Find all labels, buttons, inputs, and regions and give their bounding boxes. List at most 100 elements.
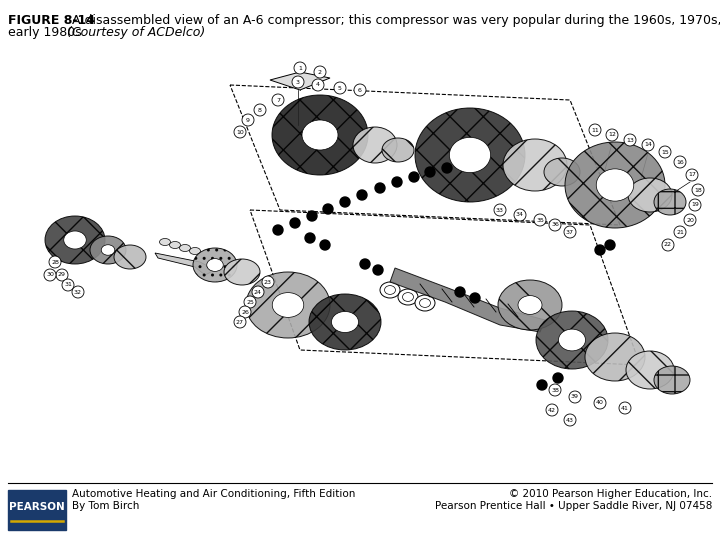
Text: 15: 15 <box>661 150 669 154</box>
Ellipse shape <box>246 272 330 338</box>
Ellipse shape <box>415 295 435 311</box>
Circle shape <box>392 177 402 187</box>
FancyBboxPatch shape <box>8 490 66 530</box>
Circle shape <box>262 276 274 288</box>
Text: 41: 41 <box>621 406 629 410</box>
Text: © 2010 Pearson Higher Education, Inc.: © 2010 Pearson Higher Education, Inc. <box>509 489 712 499</box>
Ellipse shape <box>449 137 490 173</box>
Circle shape <box>72 286 84 298</box>
Circle shape <box>594 397 606 409</box>
Ellipse shape <box>628 178 672 212</box>
Ellipse shape <box>189 247 200 254</box>
Ellipse shape <box>179 245 191 252</box>
Polygon shape <box>155 253 215 275</box>
Circle shape <box>320 240 330 250</box>
Text: 19: 19 <box>691 202 699 207</box>
Ellipse shape <box>169 241 181 248</box>
Text: FIGURE 8-14: FIGURE 8-14 <box>8 14 95 27</box>
Circle shape <box>242 114 254 126</box>
Ellipse shape <box>536 311 608 369</box>
Circle shape <box>689 199 701 211</box>
Circle shape <box>357 190 367 200</box>
Text: 13: 13 <box>626 138 634 143</box>
Text: 40: 40 <box>596 401 604 406</box>
Circle shape <box>442 163 452 173</box>
Text: 16: 16 <box>676 159 684 165</box>
Text: 17: 17 <box>688 172 696 178</box>
Text: 10: 10 <box>236 130 244 134</box>
Text: 14: 14 <box>644 143 652 147</box>
Circle shape <box>312 79 324 91</box>
Circle shape <box>425 167 435 177</box>
Text: 12: 12 <box>608 132 616 138</box>
Text: 28: 28 <box>51 260 59 265</box>
Ellipse shape <box>353 127 397 163</box>
Text: (Courtesy of ACDelco): (Courtesy of ACDelco) <box>67 26 205 39</box>
Circle shape <box>624 134 636 146</box>
Ellipse shape <box>565 142 665 228</box>
Text: 36: 36 <box>551 222 559 227</box>
Ellipse shape <box>585 333 645 381</box>
Text: 4: 4 <box>316 83 320 87</box>
Text: 29: 29 <box>58 273 66 278</box>
Circle shape <box>373 265 383 275</box>
Text: 43: 43 <box>566 417 574 422</box>
Text: 22: 22 <box>664 242 672 247</box>
Circle shape <box>674 226 686 238</box>
Text: 1: 1 <box>298 65 302 71</box>
Ellipse shape <box>518 295 542 314</box>
Text: 18: 18 <box>694 187 702 192</box>
Text: PEARSON: PEARSON <box>9 502 65 512</box>
Circle shape <box>549 384 561 396</box>
Text: 24: 24 <box>254 289 262 294</box>
Ellipse shape <box>309 294 381 350</box>
Circle shape <box>305 233 315 243</box>
Text: 7: 7 <box>276 98 280 103</box>
Ellipse shape <box>224 259 260 285</box>
Text: early 1980s.: early 1980s. <box>8 26 90 39</box>
Ellipse shape <box>331 312 359 333</box>
Circle shape <box>292 76 304 88</box>
Ellipse shape <box>45 216 105 264</box>
Ellipse shape <box>626 351 674 389</box>
Circle shape <box>534 214 546 226</box>
Text: 25: 25 <box>246 300 254 305</box>
Circle shape <box>49 256 61 268</box>
Circle shape <box>234 126 246 138</box>
Circle shape <box>595 245 605 255</box>
Ellipse shape <box>272 95 368 175</box>
Text: 23: 23 <box>264 280 272 285</box>
Circle shape <box>44 269 56 281</box>
Ellipse shape <box>193 248 237 282</box>
Ellipse shape <box>90 236 126 264</box>
Circle shape <box>56 269 68 281</box>
Text: 26: 26 <box>241 309 249 314</box>
Circle shape <box>290 218 300 228</box>
Circle shape <box>514 209 526 221</box>
Text: 42: 42 <box>548 408 556 413</box>
Circle shape <box>252 286 264 298</box>
Text: 11: 11 <box>591 127 599 132</box>
Text: By Tom Birch: By Tom Birch <box>72 501 140 511</box>
Circle shape <box>686 169 698 181</box>
Text: 21: 21 <box>676 230 684 234</box>
Circle shape <box>340 197 350 207</box>
Ellipse shape <box>559 329 585 351</box>
Circle shape <box>564 226 576 238</box>
Ellipse shape <box>398 289 418 305</box>
Circle shape <box>334 82 346 94</box>
Text: 9: 9 <box>246 118 250 123</box>
Circle shape <box>62 279 74 291</box>
Text: 27: 27 <box>236 320 244 325</box>
Circle shape <box>254 104 266 116</box>
Ellipse shape <box>498 280 562 330</box>
Text: 37: 37 <box>566 230 574 234</box>
Circle shape <box>589 124 601 136</box>
Polygon shape <box>390 268 545 332</box>
Circle shape <box>546 404 558 416</box>
Circle shape <box>272 94 284 106</box>
Circle shape <box>354 84 366 96</box>
Circle shape <box>273 225 283 235</box>
Circle shape <box>470 293 480 303</box>
Text: 30: 30 <box>46 273 54 278</box>
